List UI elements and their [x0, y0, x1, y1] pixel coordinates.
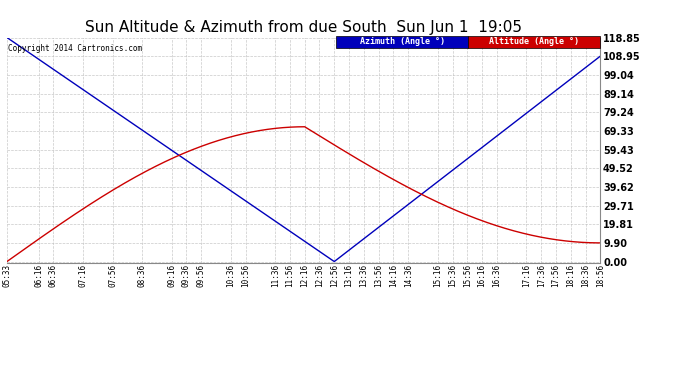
Title: Sun Altitude & Azimuth from due South  Sun Jun 1  19:05: Sun Altitude & Azimuth from due South Su…: [85, 20, 522, 35]
Text: Copyright 2014 Cartronics.com: Copyright 2014 Cartronics.com: [8, 44, 142, 53]
Bar: [336, 36, 469, 48]
Text: Altitude (Angle °): Altitude (Angle °): [489, 38, 580, 46]
Text: Azimuth (Angle °): Azimuth (Angle °): [359, 38, 445, 46]
Bar: [469, 36, 600, 48]
